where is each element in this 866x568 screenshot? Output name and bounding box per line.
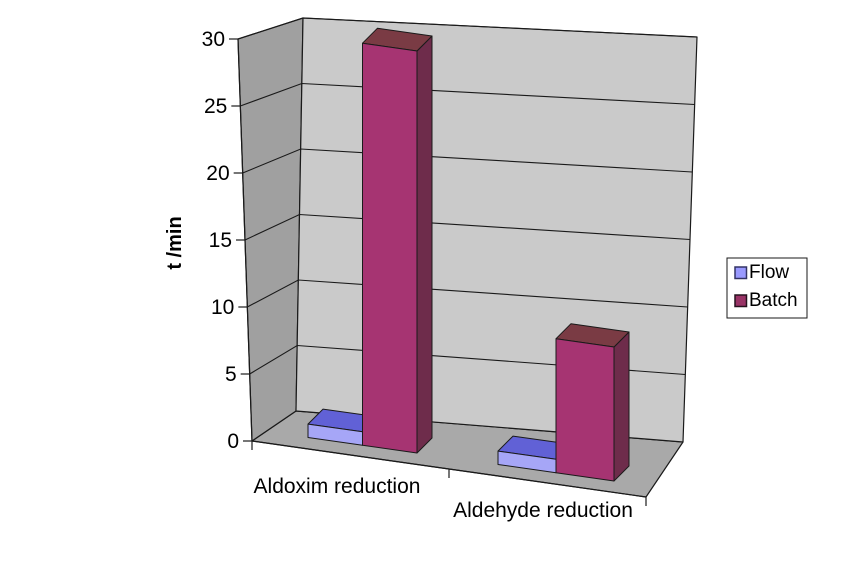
legend-label-flow: Flow [749, 262, 789, 283]
plot-back-wall [295, 17, 698, 443]
bar-side-batch-0 [416, 35, 433, 454]
category-label-0: Aldoxim reduction [254, 475, 421, 498]
y-tick-label-10: 10 [211, 296, 234, 319]
bar-front-batch-0 [362, 42, 418, 454]
plot-side-wall [237, 17, 304, 442]
gridline-15 [244, 213, 691, 241]
y-tick-label-15: 15 [209, 229, 232, 252]
gridline-30 [237, 17, 698, 40]
gridline-25 [240, 82, 695, 107]
y-axis-title: t /min [164, 216, 186, 269]
legend-swatch-batch [734, 294, 748, 308]
y-tick-label-25: 25 [204, 95, 227, 118]
legend-swatch-flow [734, 266, 748, 280]
gridline-10 [247, 279, 688, 308]
bar-front-batch-1 [555, 338, 615, 482]
category-label-1: Aldehyde reduction [453, 499, 633, 522]
y-tick-label-30: 30 [202, 28, 225, 51]
bar-side-batch-1 [613, 331, 630, 482]
y-tick-label-20: 20 [206, 162, 229, 185]
y-tick-label-5: 5 [225, 363, 237, 386]
legend-label-batch: Batch [749, 290, 798, 311]
gridline-20 [242, 148, 693, 174]
y-tick-label-0: 0 [227, 430, 239, 453]
